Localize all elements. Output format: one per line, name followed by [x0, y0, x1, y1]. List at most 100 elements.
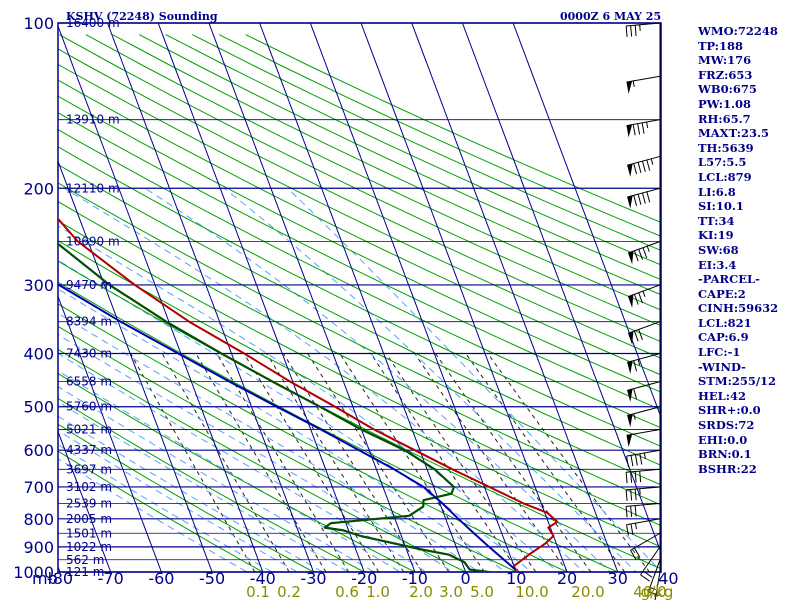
- isotherm: [309, 23, 517, 572]
- dry-adiabat: [58, 95, 661, 393]
- wind-full-barb: [638, 249, 643, 260]
- wind-full-barb: [625, 506, 628, 518]
- wind-half-barb: [633, 413, 636, 420]
- height-label: 9470 m: [66, 278, 112, 292]
- dry-adiabat: [58, 201, 661, 506]
- wind-full-barb: [633, 388, 638, 400]
- dry-adiabat: [112, 34, 661, 296]
- temperature-tick-label: 10: [506, 569, 526, 588]
- moist-adiabat: [58, 401, 350, 572]
- wind-barb: [626, 428, 661, 448]
- height-label: 16400 m: [66, 16, 120, 30]
- wind-flag: [628, 331, 634, 345]
- wind-barb-shaft: [626, 428, 661, 436]
- pressure-axis-label: mb: [32, 569, 58, 588]
- index-line: CINH:59632: [698, 301, 779, 316]
- wind-barb-shaft: [626, 468, 661, 473]
- trace-layer: [58, 217, 559, 572]
- index-line: SRDS:72: [698, 418, 755, 433]
- wind-full-barb: [646, 191, 651, 203]
- height-label: 12110 m: [66, 181, 120, 195]
- dry-adiabat: [58, 48, 661, 343]
- dry-adiabat: [138, 34, 661, 281]
- wind-full-barb: [632, 124, 636, 136]
- temperature-tick-label: -30: [300, 569, 326, 588]
- pressure-tick-label: 100: [23, 14, 54, 33]
- plot-frame: [57, 22, 662, 573]
- dry-adiabat: [58, 240, 661, 548]
- wind-flag: [627, 360, 633, 374]
- index-line: WB0:675: [698, 82, 757, 97]
- mixing-ratio-label: 3.0: [439, 583, 463, 600]
- wind-half-barb: [643, 452, 646, 459]
- dry-adiabat: [58, 63, 661, 359]
- dry-adiabat: [58, 303, 569, 572]
- index-line: CAPE:2: [698, 286, 746, 301]
- wind-barb-shaft: [626, 518, 661, 526]
- wind-barb-shaft: [626, 22, 661, 27]
- wind-full-barb: [637, 194, 642, 205]
- temperature-tick-label: -70: [98, 569, 124, 588]
- height-label: 10690 m: [66, 234, 120, 248]
- wind-full-barb: [639, 453, 643, 465]
- wind-barb: [626, 518, 661, 536]
- temperature-trace: [58, 217, 559, 572]
- isotherm: [0, 11, 14, 584]
- wind-full-barb: [641, 122, 645, 134]
- wind-half-barb: [637, 359, 641, 366]
- moist-adiabat: [58, 386, 376, 572]
- height-label: 562 m: [66, 553, 104, 567]
- index-line: MW:176: [698, 53, 752, 68]
- wind-full-barb: [637, 123, 641, 135]
- pressure-tick-label: 1000: [13, 563, 54, 582]
- pressure-tick-label: 600: [23, 441, 54, 460]
- isotherm: [259, 23, 467, 572]
- index-line: MAXT:23.5: [698, 126, 769, 141]
- temperature-tick-label: 30: [608, 569, 628, 588]
- wind-half-barb: [642, 290, 646, 297]
- wind-barb: [627, 187, 661, 209]
- wind-flag: [628, 294, 634, 308]
- dry-adiabat: [58, 348, 467, 572]
- wind-full-barb: [630, 25, 633, 37]
- dry-adiabat: [58, 423, 315, 572]
- wind-barb: [625, 502, 661, 518]
- height-label: 2539 m: [66, 496, 112, 510]
- wind-full-barb: [630, 523, 634, 535]
- wind-full-barb: [642, 192, 646, 204]
- temperature-tick-label: -40: [250, 569, 276, 588]
- wind-flag: [627, 195, 633, 209]
- wind-full-barb: [633, 360, 638, 372]
- wind-barb: [627, 353, 661, 374]
- wind-barb: [625, 468, 661, 484]
- wind-half-barb: [639, 24, 641, 31]
- height-label: 3102 m: [66, 480, 112, 494]
- mixing-ratio-label: 5.0: [470, 583, 494, 600]
- wind-full-barb: [648, 591, 659, 596]
- moist-adiabat: [144, 187, 611, 572]
- height-label: 7430 m: [66, 347, 112, 361]
- wind-flag: [627, 388, 633, 403]
- mixing-ratio-label: 10.0: [515, 583, 548, 600]
- wind-full-barb: [637, 162, 642, 174]
- wind-full-barb: [630, 455, 634, 467]
- index-line: LI:6.8: [698, 184, 736, 199]
- grid-layer: [0, 11, 662, 584]
- wind-barb: [625, 22, 661, 37]
- wind-full-barb: [633, 195, 638, 207]
- dry-adiabat: [58, 220, 661, 527]
- dry-adiabat: [58, 397, 366, 572]
- mixing-ratio-line: [487, 353, 650, 572]
- pressure-tick-label: 300: [23, 276, 54, 295]
- wind-flag: [626, 81, 633, 94]
- wind-full-barb: [626, 456, 629, 468]
- index-line: LFC:-1: [698, 345, 741, 360]
- moist-adiabat: [58, 352, 428, 572]
- height-label: 13910 m: [66, 113, 120, 127]
- index-line: SI:10.1: [698, 199, 744, 214]
- temperature-tick-label: 40: [658, 569, 678, 588]
- wind-barb: [627, 284, 661, 308]
- wind-barb-shaft: [626, 502, 661, 507]
- temperature-tick-label: 20: [557, 569, 577, 588]
